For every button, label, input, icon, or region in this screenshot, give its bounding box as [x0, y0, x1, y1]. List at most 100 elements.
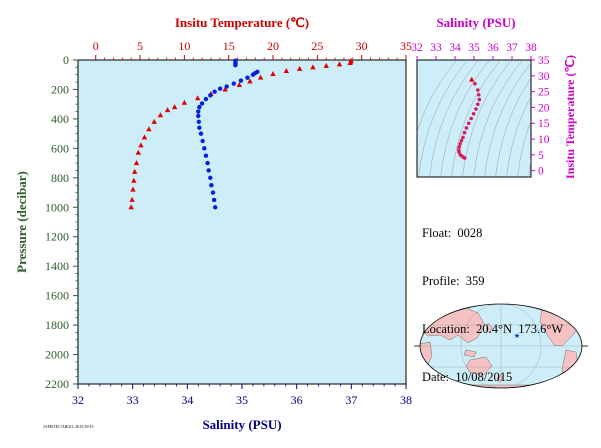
density-contour	[462, 60, 513, 177]
ts-point	[459, 138, 464, 143]
salinity-point	[217, 86, 223, 91]
top-axis-title: Insitu Temperature (℃)	[175, 15, 309, 30]
salinity-tick-label: 32	[72, 393, 84, 407]
salinity-tick-label: 38	[400, 393, 412, 407]
ts-temperature-tick-label: 0	[538, 166, 544, 178]
float-info: Float: 0028 Profile: 359 Location: 20.4°…	[422, 193, 563, 401]
pressure-tick-label: 800	[51, 171, 69, 185]
salinity-point	[196, 119, 202, 125]
ts-salinity-tick-label: 35	[468, 42, 480, 54]
temperature-tick-label: 20	[267, 39, 279, 53]
temperature-point	[146, 126, 152, 132]
salinity-tick-label: 34	[181, 393, 193, 407]
ts-plot-area	[416, 59, 532, 178]
salinity-point	[202, 146, 207, 151]
salinity-point	[199, 101, 205, 106]
ts-salinity-tick-label: 38	[525, 42, 537, 54]
temperature-point	[283, 68, 290, 74]
salinity-point	[197, 104, 202, 110]
ts-point	[457, 145, 461, 149]
ts-temperature-tick-label: 15	[538, 118, 550, 130]
salinity-point	[212, 89, 217, 94]
ts-point	[458, 141, 462, 146]
salinity-point	[224, 84, 229, 89]
ts-salinity-tick-label: 32	[411, 42, 423, 54]
density-contours	[417, 60, 531, 177]
salinity-point	[196, 109, 201, 114]
density-contour	[417, 60, 458, 133]
salinity-tick-label: 33	[127, 393, 139, 407]
ts-temperature-tick-label: 30	[538, 71, 550, 83]
temperature-point	[132, 168, 138, 174]
ts-salinity-axis: 32 33 34 35 36 37 38	[411, 42, 537, 60]
salinity-tick-label: 36	[291, 393, 303, 407]
salinity-point	[233, 62, 238, 68]
density-contour	[473, 60, 524, 177]
plot-area	[77, 59, 407, 385]
ts-right-axis-title: Insitu Temperature (℃)	[563, 55, 577, 179]
salinity-point	[250, 72, 256, 77]
pressure-tick-label: 2200	[45, 377, 69, 391]
ts-point	[471, 111, 476, 116]
temperature-point	[135, 149, 141, 155]
temperature-point	[347, 59, 353, 65]
density-contour	[495, 77, 531, 177]
pressure-tick-label: 1200	[45, 230, 69, 244]
temperature-point	[141, 134, 148, 140]
temperature-point	[157, 112, 164, 118]
density-contour	[528, 159, 531, 177]
temperature-point	[151, 118, 157, 124]
temperature-tick-label: 35	[400, 39, 412, 53]
salinity-point	[208, 93, 213, 98]
ts-point	[466, 121, 471, 126]
pressure-tick-label: 0	[63, 53, 69, 67]
ts-point	[476, 92, 481, 97]
ts-diagram: 32 33 34 35 36 37 38 0 5 10 15 20 25 30 35 Salinity (…	[411, 15, 577, 179]
ts-top-axis-title: Salinity (PSU)	[436, 15, 515, 30]
ts-temperature-tick-label: 20	[538, 102, 550, 114]
salinity-point	[208, 175, 213, 181]
salinity-series	[196, 58, 260, 210]
pressure-tick-label: 1400	[45, 259, 69, 273]
salinity-point	[200, 138, 205, 144]
pressure-tick-label: 2000	[45, 348, 69, 362]
salinity-point	[205, 160, 210, 166]
ts-point	[476, 102, 480, 107]
density-contour	[451, 60, 502, 177]
ts-point	[461, 135, 465, 140]
pressure-tick-label: 1000	[45, 200, 69, 214]
temperature-tick-label: 5	[137, 39, 143, 53]
salinity-tick-label: 37	[345, 393, 357, 407]
density-contour	[418, 60, 469, 177]
temperature-tick-label: 10	[178, 39, 190, 53]
temperature-point	[133, 160, 140, 166]
profile-number: Profile: 359	[422, 274, 485, 288]
ts-salinity-tick-label: 37	[506, 42, 518, 54]
pressure-axis: 0 200 400 600 800 1000 1200 1400 1600 1800 2000 220…	[45, 53, 78, 391]
ts-point	[469, 76, 475, 82]
density-contour	[484, 62, 531, 177]
temperature-point	[323, 62, 329, 68]
ts-point	[462, 130, 467, 135]
temperature-point	[236, 82, 243, 88]
temperature-point	[296, 65, 303, 71]
ts-temperature-axis: 0 5 10 15 20 25 30 35	[531, 55, 550, 178]
temperature-point	[131, 177, 137, 183]
temperature-point	[130, 186, 136, 192]
salinity-point	[198, 131, 204, 136]
ts-point	[476, 88, 480, 92]
temperature-point	[164, 107, 171, 113]
temperature-point	[129, 196, 135, 202]
date: Date: 10/08/2015	[422, 370, 513, 384]
density-contour	[506, 95, 531, 177]
ts-series	[457, 76, 482, 160]
temperature-point	[247, 78, 253, 84]
credit-text: JAMSTEC/ARGO, 2015/10/15	[43, 424, 94, 429]
salinity-axis: 32 33 34 35 36 37 38	[72, 384, 412, 407]
salinity-point	[211, 197, 217, 203]
map-graticule	[420, 304, 582, 388]
ts-point	[477, 97, 482, 102]
temperature-point	[257, 74, 264, 80]
bottom-axis-title: Salinity (PSU)	[202, 417, 281, 432]
